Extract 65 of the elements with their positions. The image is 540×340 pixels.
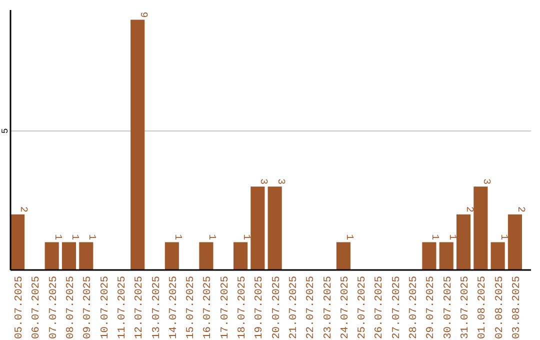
bar — [250, 186, 265, 270]
x-tick-label: 24.07.2025 — [339, 276, 352, 340]
x-tick-label: 14.07.2025 — [168, 276, 180, 340]
bar — [490, 242, 505, 270]
bar — [233, 242, 248, 270]
x-tick-label: 16.07.2025 — [202, 276, 214, 340]
x-tick-label: 11.07.2025 — [116, 276, 128, 340]
data-label: 1 — [497, 234, 508, 240]
bar — [474, 186, 488, 270]
bar — [44, 242, 59, 270]
x-tick-label: 08.07.2025 — [64, 276, 77, 340]
data-label: 1 — [86, 234, 97, 240]
data-label: 2 — [463, 206, 474, 212]
data-label: 1 — [171, 234, 182, 240]
bar — [456, 214, 471, 270]
bar — [508, 214, 522, 270]
data-label: 9 — [137, 12, 148, 18]
data-label: 2 — [514, 206, 526, 212]
bar — [439, 242, 454, 270]
bar — [164, 242, 179, 270]
x-tick-label: 30.07.2025 — [442, 276, 454, 340]
bar — [62, 242, 76, 270]
x-tick-label: 31.07.2025 — [460, 276, 472, 340]
x-tick-label: 17.07.2025 — [219, 276, 232, 340]
x-tick-label: 07.07.2025 — [48, 276, 60, 340]
data-label: 1 — [206, 234, 217, 240]
x-tick-label: 03.08.2025 — [510, 276, 523, 340]
x-tick-label: 09.07.2025 — [82, 276, 94, 340]
x-tick-label: 10.07.2025 — [99, 276, 112, 340]
bar — [10, 214, 25, 270]
x-tick-label: 06.07.2025 — [30, 276, 43, 340]
x-tick-label: 23.07.2025 — [322, 276, 334, 340]
x-tick-label: 05.07.2025 — [14, 276, 26, 340]
x-tick-label: 22.07.2025 — [305, 276, 318, 340]
bar — [130, 20, 145, 270]
x-tick-label: 01.08.2025 — [476, 276, 489, 340]
x-tick-label: 20.07.2025 — [270, 276, 283, 340]
data-label: 3 — [480, 178, 492, 185]
data-label: 1 — [68, 234, 80, 240]
bar — [199, 242, 214, 270]
data-label: 1 — [428, 234, 440, 240]
data-label: 1 — [342, 234, 354, 240]
data-label: 3 — [274, 178, 286, 185]
x-tick-label: 21.07.2025 — [288, 276, 300, 340]
x-tick-label: 12.07.2025 — [134, 276, 146, 340]
data-label: 3 — [257, 178, 268, 185]
x-tick-label: 25.07.2025 — [356, 276, 369, 340]
x-tick-label: 29.07.2025 — [425, 276, 438, 340]
x-tick-label: 27.07.2025 — [390, 276, 403, 340]
x-tick-label: 02.08.2025 — [494, 276, 506, 340]
y-tick-label: 5 — [0, 128, 10, 134]
bar — [422, 242, 436, 270]
data-label: 1 — [240, 234, 252, 240]
x-tick-label: 13.07.2025 — [150, 276, 163, 340]
bar — [336, 242, 350, 270]
x-tick-label: 19.07.2025 — [254, 276, 266, 340]
x-tick-label: 18.07.2025 — [236, 276, 249, 340]
data-label: 1 — [446, 234, 457, 240]
bar — [79, 242, 94, 270]
data-label: 1 — [51, 234, 62, 240]
x-tick-label: 28.07.2025 — [408, 276, 420, 340]
x-tick-label: 26.07.2025 — [374, 276, 386, 340]
bar — [268, 186, 282, 270]
data-label: 2 — [17, 206, 28, 212]
x-tick-label: 15.07.2025 — [185, 276, 198, 340]
